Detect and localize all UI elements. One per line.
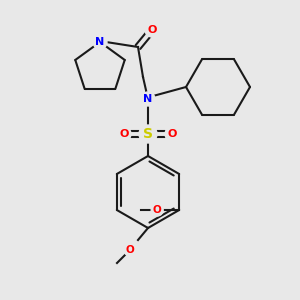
Circle shape <box>151 204 163 216</box>
Circle shape <box>117 127 131 141</box>
Text: N: N <box>95 37 105 47</box>
Text: O: O <box>126 245 134 255</box>
Text: S: S <box>143 127 153 141</box>
Circle shape <box>165 127 179 141</box>
Circle shape <box>124 244 136 256</box>
Circle shape <box>93 35 107 49</box>
Text: N: N <box>143 94 153 104</box>
Text: O: O <box>167 129 177 139</box>
Circle shape <box>141 92 155 106</box>
Circle shape <box>145 23 159 37</box>
Text: O: O <box>119 129 129 139</box>
Circle shape <box>139 125 157 143</box>
Text: O: O <box>153 205 162 215</box>
Text: O: O <box>147 25 157 35</box>
